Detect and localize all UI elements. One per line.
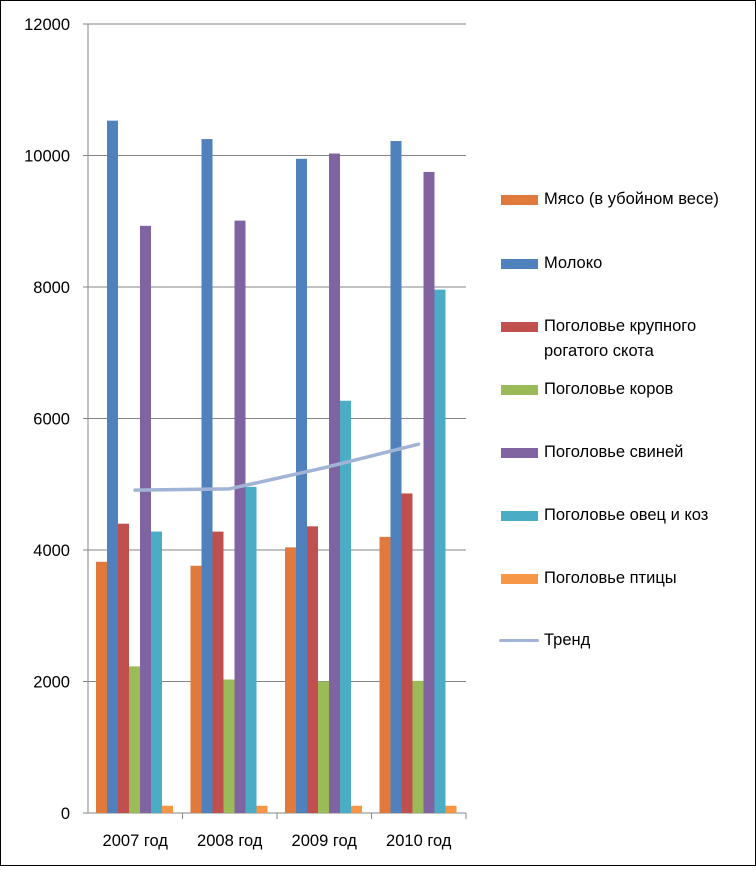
y-tick-label: 10000 bbox=[24, 148, 70, 166]
bar bbox=[351, 805, 362, 813]
legend-label: Тренд bbox=[544, 631, 591, 649]
y-tick-label: 6000 bbox=[33, 411, 70, 429]
legend-swatch bbox=[501, 259, 538, 269]
legend-label: Поголовье свиней bbox=[544, 443, 684, 461]
bar bbox=[107, 120, 118, 814]
bar bbox=[445, 805, 457, 813]
legend-swatch bbox=[501, 195, 538, 205]
x-tick-label: 2009 год bbox=[292, 832, 358, 850]
legend-label: Поголовье птицы bbox=[544, 569, 677, 587]
legend-swatch bbox=[501, 385, 538, 395]
x-tick-label: 2010 год bbox=[386, 832, 452, 850]
bar bbox=[423, 171, 435, 813]
y-tick-label: 4000 bbox=[33, 542, 70, 560]
bar bbox=[201, 139, 213, 813]
legend-swatch bbox=[501, 322, 538, 332]
bar bbox=[234, 220, 246, 813]
bar bbox=[318, 681, 329, 813]
bar bbox=[96, 561, 107, 813]
bar bbox=[296, 158, 307, 814]
legend-swatch bbox=[501, 448, 538, 458]
legend-swatch bbox=[501, 511, 538, 521]
trend-line bbox=[133, 442, 421, 492]
bar bbox=[329, 153, 340, 814]
legend-line-swatch bbox=[499, 639, 539, 642]
y-tick-label: 8000 bbox=[33, 279, 70, 297]
bar bbox=[285, 547, 296, 813]
bar bbox=[151, 531, 162, 813]
bar bbox=[434, 289, 446, 813]
bar bbox=[307, 526, 318, 813]
bar bbox=[340, 400, 351, 813]
bar bbox=[245, 486, 257, 813]
x-tick-label: 2007 год bbox=[103, 832, 169, 850]
bar bbox=[390, 141, 402, 813]
bar bbox=[162, 805, 173, 813]
bar bbox=[212, 531, 224, 813]
bar bbox=[223, 679, 235, 813]
legend-swatch bbox=[501, 574, 538, 584]
y-tick-label: 2000 bbox=[33, 674, 70, 692]
bar bbox=[401, 493, 413, 813]
bar bbox=[129, 666, 140, 813]
bar bbox=[256, 805, 268, 813]
bar bbox=[118, 523, 129, 813]
y-tick-label: 0 bbox=[61, 805, 70, 823]
y-tick-label: 12000 bbox=[24, 16, 70, 34]
legend-label: Мясо (в убойном весе) bbox=[544, 190, 719, 208]
legend-label: Поголовье коров bbox=[544, 380, 674, 398]
legend-label: Поголовье крупного рогатого скота bbox=[544, 317, 697, 360]
x-tick-label: 2008 год bbox=[197, 832, 263, 850]
bar bbox=[412, 680, 424, 813]
bar bbox=[379, 536, 391, 813]
bar bbox=[140, 225, 151, 814]
bar bbox=[190, 565, 202, 813]
legend-label: Молоко bbox=[544, 254, 603, 272]
legend-label: Поголовье овец и коз bbox=[544, 506, 709, 524]
